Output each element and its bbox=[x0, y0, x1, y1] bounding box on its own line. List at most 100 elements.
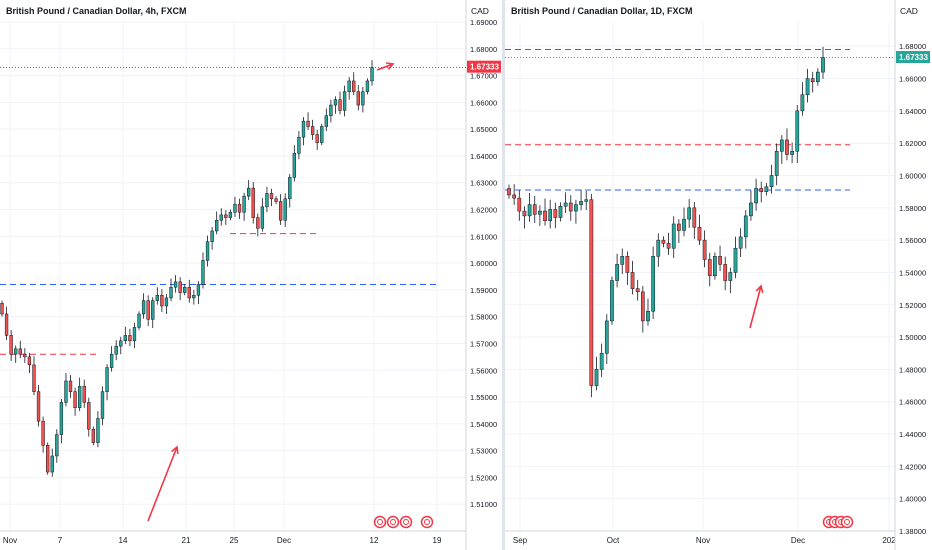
chart-canvas-1d[interactable]: 1.68000 1.66000 1.64000 1.62000 1.60000 1.580… bbox=[505, 0, 932, 550]
candle-body[interactable] bbox=[192, 295, 196, 299]
candle-body[interactable] bbox=[810, 78, 815, 83]
candle-body[interactable] bbox=[155, 295, 159, 301]
candle-body[interactable] bbox=[274, 198, 278, 202]
candle-body[interactable] bbox=[228, 211, 233, 218]
candle-body[interactable] bbox=[574, 204, 578, 212]
economic-event-icon[interactable] bbox=[420, 515, 434, 529]
candle-body[interactable] bbox=[733, 247, 738, 273]
candle-body[interactable] bbox=[141, 300, 146, 315]
candle-body[interactable] bbox=[610, 280, 614, 322]
candle-body[interactable] bbox=[594, 369, 599, 386]
candle-body[interactable] bbox=[224, 214, 228, 218]
candle-body[interactable] bbox=[201, 260, 205, 285]
candle-body[interactable] bbox=[666, 243, 671, 249]
candle-body[interactable] bbox=[532, 204, 537, 215]
candle-body[interactable] bbox=[769, 175, 774, 188]
candle-body[interactable] bbox=[522, 210, 527, 217]
candle-body[interactable] bbox=[237, 203, 242, 213]
candle-body[interactable] bbox=[77, 386, 82, 409]
candle-body[interactable] bbox=[151, 300, 155, 320]
candle-body[interactable] bbox=[137, 313, 141, 328]
candle-body[interactable] bbox=[754, 188, 758, 204]
candle-body[interactable] bbox=[256, 217, 260, 229]
candle-body[interactable] bbox=[205, 241, 210, 261]
candle-body[interactable] bbox=[347, 80, 351, 92]
economic-event-icon[interactable] bbox=[840, 515, 854, 529]
candle-body[interactable] bbox=[265, 193, 269, 208]
candle-body[interactable] bbox=[635, 288, 640, 293]
economic-event-icon[interactable] bbox=[373, 515, 387, 529]
candle-body[interactable] bbox=[146, 300, 150, 320]
candle-body[interactable] bbox=[790, 151, 794, 155]
candle-body[interactable] bbox=[342, 91, 347, 111]
candle-body[interactable] bbox=[215, 219, 219, 232]
candle-body[interactable] bbox=[23, 353, 27, 358]
candle-body[interactable] bbox=[589, 199, 594, 386]
candle-body[interactable] bbox=[306, 120, 310, 127]
candle-body[interactable] bbox=[615, 264, 619, 281]
candle-body[interactable] bbox=[41, 420, 45, 446]
candle-body[interactable] bbox=[132, 327, 137, 342]
candle-body[interactable] bbox=[604, 320, 609, 354]
candle-body[interactable] bbox=[543, 210, 547, 222]
candle-body[interactable] bbox=[779, 139, 784, 152]
candle-body[interactable] bbox=[774, 151, 779, 176]
candle-body[interactable] bbox=[310, 126, 315, 135]
candle-body[interactable] bbox=[687, 207, 692, 220]
candle-body[interactable] bbox=[301, 120, 306, 138]
candle-body[interactable] bbox=[365, 80, 370, 92]
candle-body[interactable] bbox=[109, 353, 114, 368]
candle-body[interactable] bbox=[283, 198, 287, 221]
candle-body[interactable] bbox=[646, 310, 650, 322]
economic-event-icon[interactable] bbox=[399, 515, 413, 529]
candle-body[interactable] bbox=[59, 402, 64, 435]
candle-body[interactable] bbox=[682, 218, 686, 231]
candle-body[interactable] bbox=[100, 391, 105, 419]
candle-body[interactable] bbox=[692, 207, 697, 228]
candle-body[interactable] bbox=[759, 188, 764, 192]
candle-body[interactable] bbox=[563, 202, 568, 207]
candle-body[interactable] bbox=[821, 57, 825, 73]
trend-arrow[interactable] bbox=[147, 446, 178, 522]
panel-divider[interactable] bbox=[502, 0, 505, 550]
candle-body[interactable] bbox=[87, 402, 91, 430]
candle-body[interactable] bbox=[315, 134, 319, 143]
candle-body[interactable] bbox=[329, 104, 333, 117]
economic-event-icon[interactable] bbox=[386, 515, 400, 529]
candle-body[interactable] bbox=[68, 380, 73, 392]
candle-body[interactable] bbox=[707, 259, 712, 276]
candle-body[interactable] bbox=[361, 91, 365, 106]
candle-body[interactable] bbox=[82, 386, 86, 403]
candle-body[interactable] bbox=[728, 272, 733, 281]
candle-body[interactable] bbox=[507, 188, 511, 196]
candle-body[interactable] bbox=[0, 303, 4, 315]
candle-body[interactable] bbox=[55, 434, 59, 457]
candle-body[interactable] bbox=[584, 199, 589, 202]
chart-panel-1d[interactable]: 1.68000 1.66000 1.64000 1.62000 1.60000 1.580… bbox=[505, 0, 932, 550]
candle-body[interactable] bbox=[800, 94, 805, 112]
candle-body[interactable] bbox=[749, 202, 753, 217]
candle-body[interactable] bbox=[14, 348, 18, 355]
candle-body[interactable] bbox=[210, 230, 214, 242]
candle-body[interactable] bbox=[795, 110, 800, 152]
candle-body[interactable] bbox=[36, 391, 41, 422]
candle-body[interactable] bbox=[338, 99, 342, 111]
candle-body[interactable] bbox=[187, 286, 191, 299]
candle-body[interactable] bbox=[702, 239, 707, 260]
candle-body[interactable] bbox=[718, 256, 722, 265]
candle-body[interactable] bbox=[738, 236, 743, 249]
candle-body[interactable] bbox=[671, 223, 676, 249]
candle-body[interactable] bbox=[356, 91, 360, 106]
candle-body[interactable] bbox=[247, 187, 251, 197]
candle-body[interactable] bbox=[128, 335, 132, 342]
candle-body[interactable] bbox=[661, 239, 666, 244]
candle-body[interactable] bbox=[73, 391, 77, 409]
candle-body[interactable] bbox=[114, 345, 118, 355]
candle-body[interactable] bbox=[527, 204, 532, 217]
candle-body[interactable] bbox=[160, 295, 164, 307]
candle-body[interactable] bbox=[196, 284, 201, 296]
candle-body[interactable] bbox=[32, 364, 36, 392]
candle-body[interactable] bbox=[324, 115, 328, 127]
chart-canvas-4h[interactable]: 1.69000 1.68000 1.67000 1.66000 1.65000 1.640… bbox=[0, 0, 502, 550]
candle-body[interactable] bbox=[599, 353, 604, 370]
